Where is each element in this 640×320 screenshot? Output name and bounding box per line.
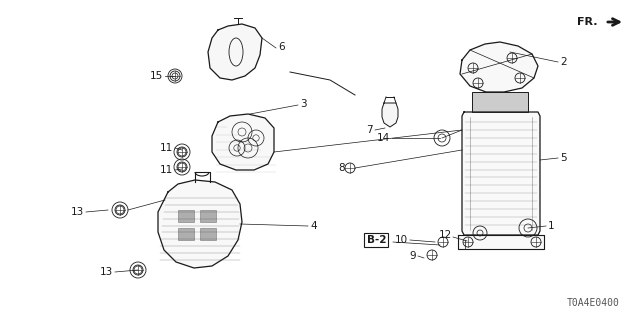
- Text: 3: 3: [300, 99, 307, 109]
- Polygon shape: [208, 24, 262, 80]
- Bar: [472, 92, 528, 112]
- Text: 5: 5: [560, 153, 566, 163]
- Bar: [178, 228, 194, 240]
- Text: 13: 13: [100, 267, 113, 277]
- Polygon shape: [158, 180, 242, 268]
- Text: 13: 13: [71, 207, 84, 217]
- Bar: [178, 210, 194, 222]
- Polygon shape: [462, 112, 540, 235]
- Text: 6: 6: [278, 42, 285, 52]
- Text: 11: 11: [160, 165, 173, 175]
- Text: 9: 9: [410, 251, 416, 261]
- Text: 4: 4: [310, 221, 317, 231]
- Polygon shape: [460, 42, 538, 92]
- Polygon shape: [382, 103, 398, 127]
- Polygon shape: [212, 114, 274, 170]
- Text: 7: 7: [366, 125, 373, 135]
- Bar: [200, 210, 216, 222]
- Text: 1: 1: [548, 221, 555, 231]
- Text: 2: 2: [560, 57, 566, 67]
- Text: 8: 8: [339, 163, 345, 173]
- Bar: [200, 228, 216, 240]
- Text: 11: 11: [160, 143, 173, 153]
- Text: T0A4E0400: T0A4E0400: [567, 298, 620, 308]
- Text: 12: 12: [439, 230, 452, 240]
- Text: 15: 15: [150, 71, 163, 81]
- Text: FR.: FR.: [577, 17, 598, 27]
- Text: 14: 14: [377, 133, 390, 143]
- Text: B-2: B-2: [367, 235, 386, 245]
- Text: 10: 10: [395, 235, 408, 245]
- Polygon shape: [458, 235, 544, 249]
